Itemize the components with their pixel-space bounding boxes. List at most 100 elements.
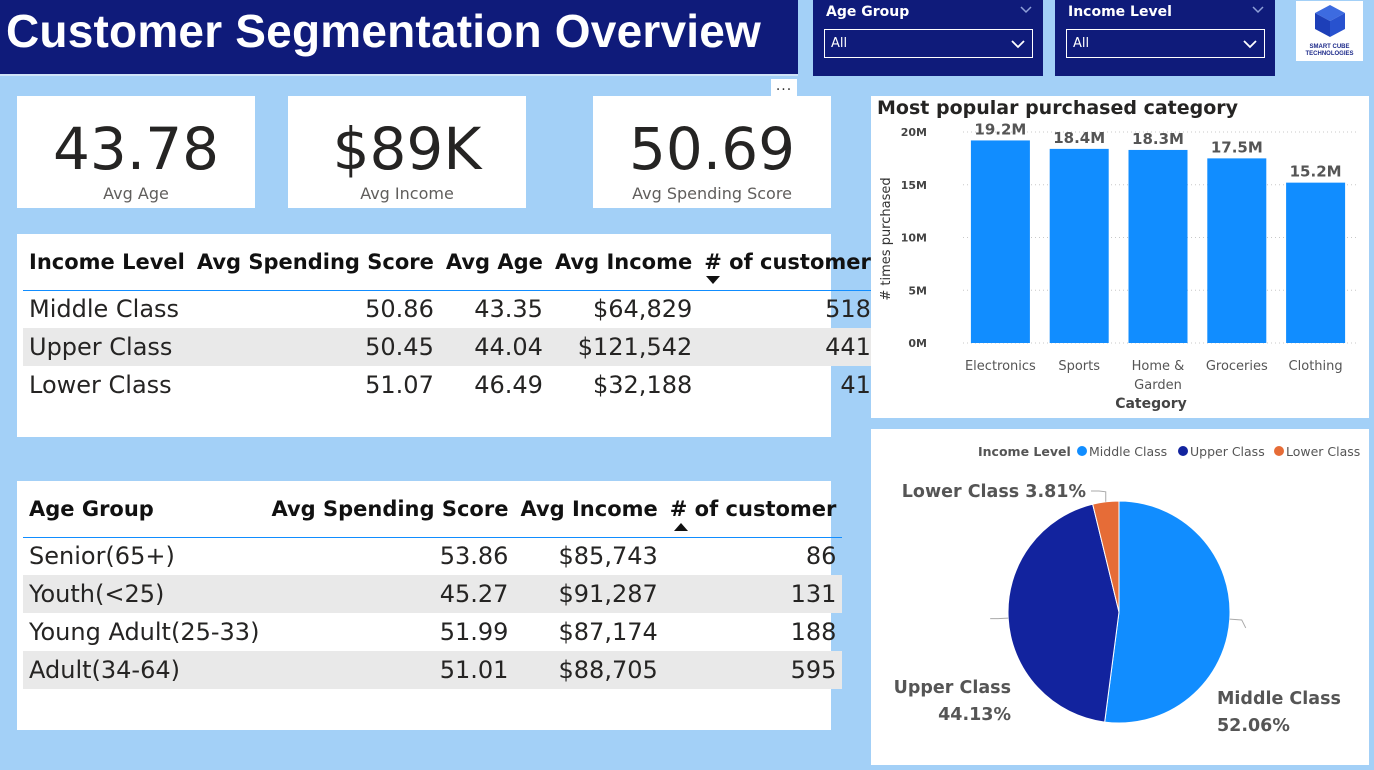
bar-chart-title: Most popular purchased category — [877, 97, 1239, 119]
table-cell: 188 — [790, 618, 837, 646]
income-level-slicer-label: Income Level — [1068, 4, 1172, 20]
column-header[interactable]: Avg Income — [548, 234, 699, 291]
table-cell: 595 — [663, 651, 843, 689]
y-tick-label: 5M — [908, 284, 927, 297]
income-level-slicer: Income Level All — [1055, 0, 1275, 76]
column-header-label: # of customer — [704, 249, 871, 274]
bar[interactable] — [1128, 149, 1188, 343]
sort-descending-icon — [706, 275, 721, 284]
column-header[interactable]: Income Level — [23, 234, 191, 291]
table-cell: $85,743 — [558, 542, 658, 571]
y-tick-label: 10M — [901, 232, 927, 245]
kpi-card-avg-income: $89K Avg Income — [288, 96, 526, 208]
column-header[interactable]: Avg Spending Score — [265, 481, 515, 538]
income-level-dropdown-value: All — [1073, 36, 1090, 51]
table-row[interactable]: Middle Class 50.86 43.35 $64,829 518 — [23, 290, 877, 328]
kpi-card-avg-age: 43.78 Avg Age — [17, 96, 255, 208]
age-group-dropdown-value: All — [831, 36, 848, 51]
x-tick-label: Clothing — [1289, 359, 1343, 374]
table-row[interactable]: Lower Class 51.07 46.49 $32,188 41 — [23, 366, 877, 404]
cube-logo-icon — [1315, 5, 1345, 37]
table-cell: $32,188 — [593, 371, 693, 399]
sort-ascending-icon — [673, 522, 688, 531]
table-header-row: Income Level Avg Spending Score Avg Age … — [23, 234, 877, 291]
bar-data-label: 18.4M — [1053, 129, 1105, 147]
column-header[interactable]: Avg Income — [514, 481, 664, 538]
bar-data-label: 19.2M — [974, 120, 1026, 138]
table-cell: 131 — [663, 575, 843, 613]
x-tick-label: Home & Garden — [1132, 359, 1185, 393]
legend-item-label[interactable]: Upper Class — [1190, 444, 1265, 459]
table-cell: Upper Class — [23, 328, 191, 366]
age-group-table: Age Group Avg Spending Score Avg Income … — [23, 481, 843, 689]
company-logo: SMART CUBE TECHNOLOGIES — [1296, 1, 1363, 61]
table-cell: 43.35 — [474, 295, 543, 324]
income-level-dropdown[interactable]: All — [1066, 29, 1265, 58]
pie-slice[interactable] — [1092, 500, 1120, 613]
title-bar: Customer Segmentation Overview — [0, 0, 798, 76]
collapse-chevron-icon[interactable] — [1019, 3, 1033, 17]
bar-chart-card: Most popular purchased category 0M 5M 10M 1… — [871, 96, 1369, 418]
column-header-sorted[interactable]: # of customer — [698, 234, 877, 291]
bar[interactable] — [1286, 182, 1346, 343]
table-row[interactable]: Upper Class 50.45 44.04 $121,542 441 — [23, 328, 877, 366]
table-row[interactable]: Youth(<25) 45.27 $91,287 131 — [23, 575, 843, 613]
income-level-table-card: Income Level Avg Spending Score Avg Age … — [17, 234, 877, 437]
bar[interactable] — [1207, 158, 1267, 343]
y-tick-label: 0M — [908, 337, 927, 350]
legend-marker[interactable] — [1077, 446, 1087, 456]
column-header[interactable]: Avg Spending Score — [190, 234, 440, 291]
column-header[interactable]: Avg Age — [439, 234, 549, 291]
y-axis-title: # times purchased — [879, 177, 894, 300]
bar-data-label: 15.2M — [1290, 163, 1342, 181]
table-row[interactable]: Adult(34-64) 51.01 $88,705 595 — [23, 651, 843, 689]
kpi-card-avg-spending-score: 50.69 Avg Spending Score — [593, 96, 831, 208]
kpi-value: 43.78 — [52, 115, 220, 183]
pie-label: Lower Class 3.81% — [902, 482, 1086, 502]
age-group-table-card: Age Group Avg Spending Score Avg Income … — [17, 481, 843, 730]
collapse-chevron-icon[interactable] — [1251, 3, 1265, 17]
age-group-dropdown[interactable]: All — [824, 29, 1033, 58]
x-tick-label: Groceries — [1206, 359, 1268, 374]
page-title: Customer Segmentation Overview — [6, 5, 761, 57]
x-tick-label: Sports — [1058, 359, 1100, 374]
bar[interactable] — [970, 140, 1030, 343]
table-cell: $91,287 — [514, 575, 664, 613]
table-cell: 51.07 — [365, 371, 434, 399]
leader-line — [1229, 618, 1247, 629]
y-tick-label: 20M — [901, 126, 927, 139]
table-cell: 518 — [825, 295, 871, 324]
column-header-label: # of customer — [669, 496, 837, 521]
table-cell: $121,542 — [548, 328, 699, 366]
table-cell: 441 — [698, 328, 877, 366]
kpi-label: Avg Spending Score — [632, 184, 792, 203]
legend-item-label[interactable]: Lower Class — [1286, 444, 1360, 459]
leader-line — [1091, 490, 1107, 502]
table-row[interactable]: Senior(65+) 53.86 $85,743 86 — [23, 537, 842, 575]
table-cell: 41 — [840, 371, 871, 399]
table-cell: 45.27 — [265, 575, 515, 613]
column-header-sorted[interactable]: # of customer — [663, 481, 843, 538]
pie-slice[interactable] — [1104, 500, 1231, 724]
pie-chart-card: Income Level Middle Class Upper Class Lower… — [871, 429, 1369, 765]
legend-title: Income Level — [978, 444, 1071, 459]
bar-data-label: 17.5M — [1211, 138, 1263, 156]
bar[interactable] — [1049, 148, 1109, 343]
table-cell: $88,705 — [514, 651, 664, 689]
legend-item-label[interactable]: Middle Class — [1089, 444, 1167, 459]
pie-label-percent: 44.13% — [938, 705, 1011, 725]
table-cell: 46.49 — [474, 371, 543, 399]
column-header[interactable]: Age Group — [23, 481, 266, 538]
legend-marker[interactable] — [1274, 446, 1284, 456]
pie-label-name: Upper Class — [894, 678, 1011, 698]
kpi-label: Avg Income — [360, 184, 454, 203]
x-tick-label: Electronics — [965, 359, 1036, 374]
bar-chart: 0M 5M 10M 15M 20M 19.2M Electronics 18.4M Sports… — [879, 120, 1357, 412]
legend-marker[interactable] — [1178, 446, 1188, 456]
table-cell: 51.99 — [439, 618, 509, 646]
more-options-button[interactable]: ... — [771, 79, 797, 99]
age-group-slicer: Age Group All — [813, 0, 1043, 76]
logo-text-line1: SMART CUBE — [1309, 44, 1350, 50]
table-row[interactable]: Young Adult(25-33) 51.99 $87,174 188 — [23, 613, 842, 651]
bar-data-label: 18.3M — [1132, 130, 1184, 148]
